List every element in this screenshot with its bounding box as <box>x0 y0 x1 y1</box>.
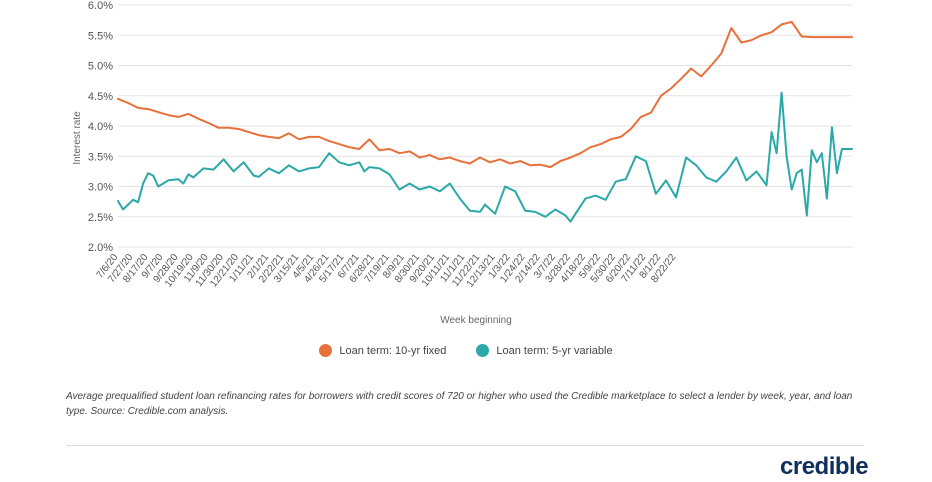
y-tick-label: 2.5% <box>88 212 113 224</box>
chart-legend: Loan term: 10-yr fixed Loan term: 5-yr v… <box>0 344 932 357</box>
legend-marker-icon <box>319 344 333 357</box>
y-tick-label: 4.5% <box>88 91 113 103</box>
legend-marker-icon <box>476 344 490 357</box>
y-tick-label: 3.0% <box>88 182 113 194</box>
y-axis-tick-labels: 2.0% 2.5% 3.0% 3.5% 4.0% 4.5% 5.0% 5.5% 6.0% <box>88 0 113 254</box>
series-line-10yr-fixed <box>117 20 853 169</box>
x-axis-label: Week beginning <box>440 315 512 326</box>
line-chart: 2.0% 2.5% 3.0% 3.5% 4.0% 4.5% 5.0% 5.5% 6.0% 7/6… <box>72 0 853 326</box>
series-line-5yr-variable <box>117 91 853 223</box>
legend-label-fixed: Loan term: 10-yr fixed <box>339 344 447 357</box>
chart-source-note: Average prequalified student loan refina… <box>66 391 853 417</box>
y-tick-label: 2.0% <box>88 242 113 254</box>
y-axis-label: Interest rate <box>72 111 83 165</box>
x-axis-tick-labels: 7/6/207/27/208/17/209/7/209/28/2010/19/2… <box>95 252 679 290</box>
y-tick-label: 5.5% <box>88 30 113 42</box>
chart-grid <box>118 4 852 248</box>
y-tick-label: 5.0% <box>88 61 113 73</box>
legend-label-variable: Loan term: 5-yr variable <box>496 344 613 357</box>
y-tick-label: 4.0% <box>88 121 113 133</box>
chart-series <box>117 20 853 223</box>
legend-item-variable: Loan term: 5-yr variable <box>476 344 613 357</box>
legend-item-fixed: Loan term: 10-yr fixed <box>319 344 446 357</box>
y-tick-label: 6.0% <box>88 0 113 12</box>
y-tick-label: 3.5% <box>88 151 113 163</box>
divider <box>66 445 864 446</box>
brand-logo: credible <box>780 453 869 480</box>
